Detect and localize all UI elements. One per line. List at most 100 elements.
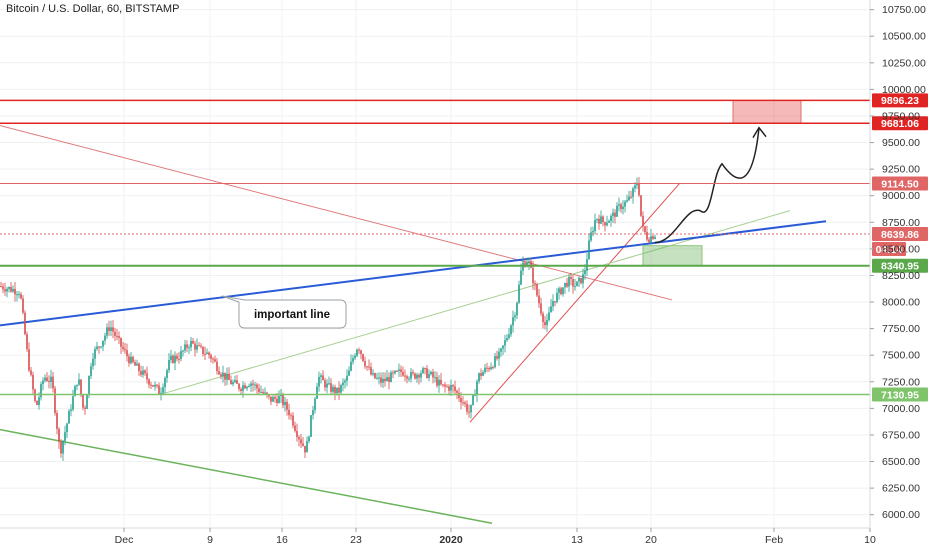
candle-up xyxy=(100,346,102,348)
candle-up xyxy=(260,391,262,393)
candle-up xyxy=(312,410,314,416)
candle-up xyxy=(654,236,656,239)
candle-up xyxy=(506,338,508,341)
candle-up xyxy=(634,185,636,189)
candle-down xyxy=(14,288,16,295)
candle-down xyxy=(362,354,364,361)
candle-up xyxy=(618,204,620,206)
green-ascending-trendline xyxy=(159,210,791,396)
annotation-callout xyxy=(221,295,347,329)
time-tick-label: 13 xyxy=(571,534,583,546)
time-tick-label: 20 xyxy=(645,534,657,546)
price-label-bg xyxy=(872,227,928,242)
candle-down xyxy=(198,345,200,347)
candle-down xyxy=(108,327,110,331)
candle-down xyxy=(444,384,446,387)
candle-up xyxy=(94,348,96,359)
candle-up xyxy=(482,372,484,376)
candle-down xyxy=(598,218,600,224)
candle-down xyxy=(554,301,556,303)
candle-up xyxy=(372,373,374,375)
candle-up xyxy=(78,379,80,385)
candle-down xyxy=(432,371,434,378)
candle-down xyxy=(26,334,28,350)
price-label-bg xyxy=(872,116,928,131)
price-label-bg xyxy=(872,93,928,108)
candle-down xyxy=(468,411,470,413)
candle-down xyxy=(424,368,426,370)
candle-up xyxy=(142,370,144,375)
candle-up xyxy=(38,397,40,405)
price-label: 7130.95 xyxy=(881,389,919,401)
candle-down xyxy=(80,379,82,396)
candle-up xyxy=(106,327,108,336)
candle-up xyxy=(264,392,266,394)
candle-up xyxy=(184,344,186,351)
candle-down xyxy=(640,195,642,216)
candle-up xyxy=(352,358,354,362)
candle-up xyxy=(386,377,388,382)
candle-down xyxy=(156,384,158,386)
candle-up xyxy=(502,345,504,349)
candle-down xyxy=(572,278,574,287)
grid xyxy=(0,0,871,528)
candle-down xyxy=(228,373,230,381)
candle-up xyxy=(624,201,626,207)
candle-up xyxy=(574,286,576,288)
candle-down xyxy=(202,346,204,354)
candle-up xyxy=(42,380,44,385)
candle-down xyxy=(118,336,120,338)
candle-down xyxy=(602,216,604,222)
candle-up xyxy=(354,355,356,359)
candle-up xyxy=(428,374,430,378)
candle-up xyxy=(246,386,248,389)
candle-down xyxy=(58,429,60,442)
candle-down xyxy=(268,394,270,397)
candle-down xyxy=(542,313,544,323)
candle-down xyxy=(212,358,214,360)
candle-down xyxy=(132,356,134,363)
candle-down xyxy=(230,380,232,385)
candle-down xyxy=(486,367,488,369)
candle-down xyxy=(324,380,326,388)
price-label: 9896.23 xyxy=(881,95,919,107)
candle-down xyxy=(466,403,468,412)
candle-up xyxy=(494,356,496,368)
projection-arrowhead xyxy=(752,126,767,139)
candle-up xyxy=(584,270,586,275)
candle-up xyxy=(16,294,18,296)
candle-up xyxy=(164,377,166,388)
candle-up xyxy=(594,220,596,232)
candle-down xyxy=(364,360,366,367)
candle-up xyxy=(626,200,628,202)
candle-up xyxy=(6,288,8,292)
candle-down xyxy=(560,288,562,295)
candle-up xyxy=(470,404,472,413)
candle-up xyxy=(8,286,10,289)
candle-up xyxy=(526,262,528,267)
candle-up xyxy=(582,274,584,284)
candle-up xyxy=(610,215,612,221)
candle-down xyxy=(30,370,32,375)
candle-up xyxy=(528,261,530,263)
candle-down xyxy=(158,385,160,395)
candle-up xyxy=(86,395,88,409)
candle-down xyxy=(642,215,644,227)
candle-up xyxy=(50,376,52,383)
candle-down xyxy=(456,390,458,393)
candle-down xyxy=(290,415,292,417)
candle-down xyxy=(186,344,188,348)
candle-up xyxy=(590,232,592,241)
candle-down xyxy=(138,363,140,372)
candle-up xyxy=(336,387,338,394)
candle-down xyxy=(176,355,178,359)
candle-down xyxy=(274,397,276,399)
candle-down xyxy=(454,386,456,391)
candle-up xyxy=(248,386,250,388)
candle-down xyxy=(630,196,632,198)
candle-down xyxy=(646,232,648,240)
drawing-lines xyxy=(0,99,827,524)
candle-up xyxy=(62,440,64,454)
candle-down xyxy=(36,400,38,405)
